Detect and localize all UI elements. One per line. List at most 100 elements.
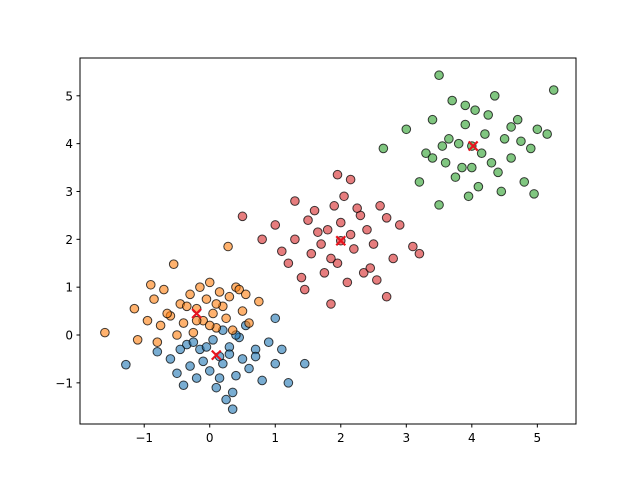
scatter-point — [221, 313, 231, 324]
scatter-point — [414, 248, 425, 259]
scatter-point — [529, 189, 539, 199]
scatter-point — [198, 356, 208, 367]
centroid-marker — [467, 140, 479, 152]
scatter-point — [277, 344, 287, 355]
scatter-point — [486, 157, 497, 168]
scatter-point — [290, 196, 300, 206]
scatter-point — [100, 327, 110, 338]
scatter-point — [208, 308, 218, 319]
scatter-point — [227, 404, 238, 414]
scatter-point — [506, 153, 516, 163]
scatter-point — [316, 239, 326, 249]
scatter-point — [204, 320, 215, 331]
scatter-point — [159, 284, 169, 295]
scatter-point — [388, 253, 398, 264]
x-tick-label: −1 — [135, 431, 153, 445]
x-tick-label: 0 — [206, 431, 214, 445]
scatter-point — [201, 294, 212, 304]
scatter-point — [444, 134, 454, 144]
scatter-point — [322, 224, 333, 235]
scatter-point — [358, 268, 369, 278]
scatter-point — [352, 203, 362, 214]
scatter-point — [201, 342, 212, 352]
scatter-point — [372, 275, 382, 285]
scatter-point — [168, 259, 179, 270]
scatter-point — [381, 291, 392, 302]
scatter-point — [296, 272, 307, 283]
y-tick-label: 3 — [65, 185, 73, 199]
scatter-point — [178, 318, 189, 328]
scatter-point — [204, 366, 215, 376]
scatter-point — [381, 212, 392, 223]
scatter-point — [378, 143, 389, 154]
scatter-point — [476, 148, 487, 159]
scatter-point — [244, 318, 254, 328]
scatter-point — [548, 85, 559, 95]
scatter-point — [480, 129, 490, 139]
scatter-point — [542, 129, 552, 139]
scatter-point — [362, 224, 372, 235]
scatter-point — [214, 287, 225, 297]
scatter-point — [223, 241, 233, 252]
scatter-point — [188, 337, 199, 347]
scatter-point — [244, 363, 254, 374]
scatter-point — [519, 177, 530, 187]
scatter-point — [142, 315, 153, 326]
scatter-point — [427, 114, 438, 125]
x-tick-label: 2 — [337, 431, 345, 445]
scatter-point — [457, 162, 467, 173]
scatter-point — [319, 268, 330, 278]
scatter-point — [299, 358, 310, 369]
scatter-point — [227, 387, 238, 398]
scatter-point — [299, 284, 310, 295]
scatter-point — [496, 186, 507, 197]
scatter-point — [421, 148, 431, 159]
scatter-point — [270, 358, 281, 369]
plot-frame — [79, 57, 577, 425]
scatter-point — [329, 201, 340, 211]
scatter-point — [165, 354, 176, 364]
y-tick-label: −1 — [55, 376, 73, 390]
scatter-point — [172, 330, 182, 340]
scatter-point — [339, 191, 349, 202]
scatter-point — [155, 320, 166, 331]
scatter-point — [463, 191, 474, 202]
scatter-point — [453, 138, 464, 149]
scatter-point — [270, 313, 281, 324]
scatter-point — [368, 239, 379, 249]
scatter-point — [172, 368, 182, 379]
scatter-point — [401, 124, 412, 135]
scatter-point — [214, 373, 225, 383]
scatter-point — [149, 294, 159, 304]
scatter-point — [224, 349, 235, 359]
scatter-point — [204, 277, 215, 288]
scatter-point — [332, 169, 343, 180]
scatter-point — [250, 351, 261, 362]
scatter-point — [414, 177, 425, 187]
y-tick-label: 4 — [65, 137, 73, 151]
scatter-point — [467, 162, 477, 173]
scatter-point — [506, 122, 516, 132]
scatter-point — [326, 253, 336, 264]
scatter-point — [257, 234, 267, 245]
x-tick-label: 4 — [468, 431, 476, 445]
scatter-point — [516, 136, 526, 147]
centroid-marker — [191, 308, 202, 319]
scatter-point — [231, 370, 241, 381]
scatter-point — [195, 282, 205, 292]
x-tick-label: 5 — [534, 431, 542, 445]
scatter-point — [532, 124, 543, 135]
scatter-point — [237, 211, 248, 222]
scatter-point — [303, 215, 313, 225]
scatter-point — [408, 241, 418, 252]
x-tick-label: 1 — [271, 431, 279, 445]
scatter-point — [375, 201, 385, 211]
scatter-point — [237, 306, 248, 316]
scatter-point — [525, 143, 536, 154]
scatter-point — [394, 220, 405, 230]
scatter-point — [345, 174, 356, 185]
scatter-point — [162, 308, 172, 319]
scatter-point — [182, 301, 192, 312]
scatter-point — [129, 303, 140, 314]
scatter-point — [460, 100, 471, 111]
